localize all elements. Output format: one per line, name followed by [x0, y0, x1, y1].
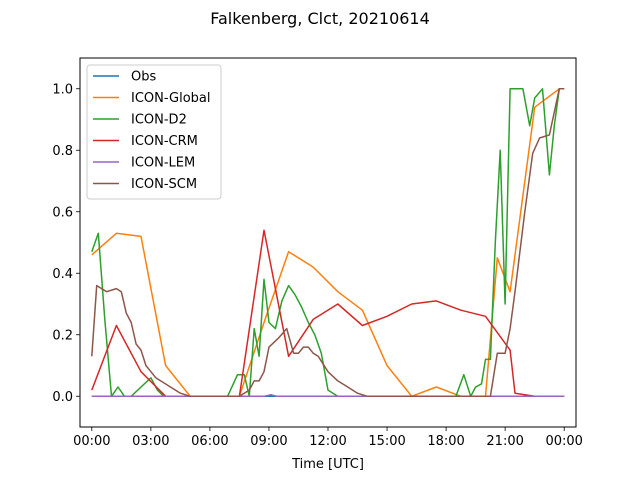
series-line-icon-scm: [91, 88, 565, 398]
x-tick-label: 15:00: [368, 434, 405, 449]
legend-label: Obs: [131, 70, 156, 85]
y-axis: 0.0 0.2 0.4 0.6 0.8 1.0: [52, 82, 80, 405]
legend-label: ICON-SCM: [131, 177, 197, 192]
x-tick-label: 00:00: [73, 434, 110, 449]
legend-label: ICON-Global: [131, 91, 211, 106]
x-tick-label: 09:00: [250, 434, 287, 449]
legend-label: ICON-D2: [131, 113, 187, 128]
x-axis: 00:00 03:00 06:00 09:00 12:00 15:00 18:00 21:00…: [73, 427, 583, 449]
y-tick-label: 0.8: [52, 144, 73, 159]
y-tick-label: 1.0: [52, 82, 73, 97]
chart-title: Falkenberg, Clct, 20210614: [210, 9, 430, 28]
x-axis-label: Time [UTC]: [291, 457, 364, 472]
x-tick-label: 00:00: [545, 434, 582, 449]
x-tick-label: 21:00: [486, 434, 523, 449]
y-tick-label: 0.4: [52, 267, 73, 282]
legend: Obs ICON-Global ICON-D2 ICON-CRM ICON-LEM ICO…: [86, 64, 222, 200]
legend-label: ICON-CRM: [131, 134, 198, 149]
y-tick-label: 0.6: [52, 205, 73, 220]
legend-label: ICON-LEM: [131, 156, 195, 171]
x-tick-label: 03:00: [132, 434, 169, 449]
y-tick-label: 0.0: [52, 390, 73, 405]
x-tick-label: 12:00: [309, 434, 346, 449]
x-tick-label: 06:00: [191, 434, 228, 449]
x-tick-label: 18:00: [427, 434, 464, 449]
legend-box: [86, 64, 222, 200]
y-tick-label: 0.2: [52, 328, 73, 343]
